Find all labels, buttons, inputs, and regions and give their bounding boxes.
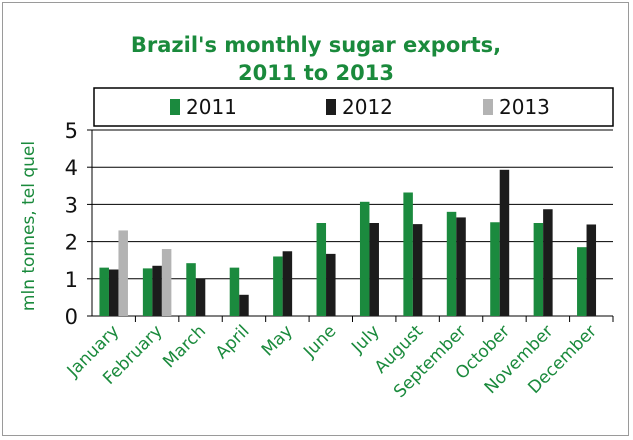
- chart-frame: [2, 2, 629, 436]
- bar-2013-january: [118, 230, 128, 316]
- bar-2012-may: [282, 251, 293, 316]
- legend: 2011 2012 2013: [93, 87, 614, 127]
- legend-label-2012: 2012: [342, 95, 393, 119]
- bar-2012-july: [369, 223, 379, 316]
- legend-swatch-2012: [326, 99, 336, 115]
- y-tick-label-0: 0: [65, 305, 78, 329]
- bar-2012-october: [499, 169, 510, 316]
- y-axis-label: mln tonnes, tel quel: [19, 141, 39, 311]
- bar-2011-august: [403, 192, 413, 316]
- y-tick-label-1: 1: [65, 268, 78, 292]
- bar-2011-january: [99, 267, 109, 316]
- y-tick-label-3: 3: [65, 193, 78, 217]
- bar-2012-january: [108, 269, 119, 316]
- x-tick-label-july: July: [347, 321, 383, 357]
- bar-2012-march: [195, 278, 206, 316]
- bar-2011-april: [229, 267, 240, 316]
- bar-2012-september: [456, 217, 466, 316]
- bar-2011-november: [533, 223, 544, 316]
- legend-swatch-2013: [483, 99, 493, 115]
- bar-2012-june: [326, 253, 336, 316]
- bar-2011-september: [446, 211, 457, 316]
- chart-title-line2: 2011 to 2013: [238, 61, 394, 85]
- bar-2011-may: [273, 256, 283, 316]
- y-tick-label-2: 2: [65, 231, 78, 255]
- legend-box: [93, 87, 614, 127]
- bar-2013-february: [161, 249, 172, 316]
- bar-2011-december: [577, 247, 587, 316]
- bar-2011-march: [186, 263, 196, 316]
- legend-swatch-2011: [170, 99, 180, 115]
- bar-2011-june: [316, 223, 327, 316]
- y-tick-label-5: 5: [65, 119, 78, 143]
- legend-label-2013: 2013: [499, 95, 550, 119]
- bar-2011-february: [142, 268, 153, 316]
- x-tick-label-april: April: [212, 321, 254, 363]
- legend-label-2011: 2011: [186, 95, 237, 119]
- bar-2012-april: [239, 294, 249, 316]
- bar-2012-august: [412, 224, 423, 316]
- bar-2012-february: [152, 265, 162, 316]
- chart-title-line1: Brazil's monthly sugar exports,: [131, 33, 501, 57]
- bar-2012-december: [586, 224, 597, 316]
- x-tick-label-march: March: [159, 321, 210, 372]
- x-tick-label-june: June: [299, 321, 340, 362]
- y-tick-label-4: 4: [65, 156, 78, 180]
- bar-2012-november: [543, 209, 553, 316]
- bar-2011-july: [359, 201, 370, 316]
- x-tick-label-may: May: [258, 321, 297, 360]
- bar-2011-october: [490, 222, 500, 316]
